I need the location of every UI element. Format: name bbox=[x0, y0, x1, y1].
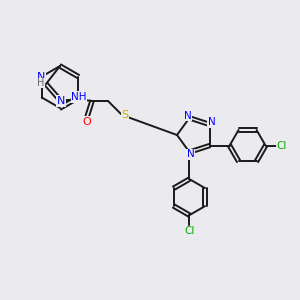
Text: NH: NH bbox=[71, 92, 87, 102]
Text: N: N bbox=[208, 117, 215, 128]
Text: H: H bbox=[37, 78, 45, 88]
Text: N: N bbox=[184, 111, 191, 121]
Text: S: S bbox=[122, 110, 129, 120]
Text: N: N bbox=[187, 149, 194, 159]
Text: N: N bbox=[37, 71, 45, 82]
Text: Cl: Cl bbox=[276, 141, 287, 151]
Text: O: O bbox=[82, 117, 91, 127]
Text: Cl: Cl bbox=[184, 226, 195, 236]
Text: N: N bbox=[57, 96, 65, 106]
